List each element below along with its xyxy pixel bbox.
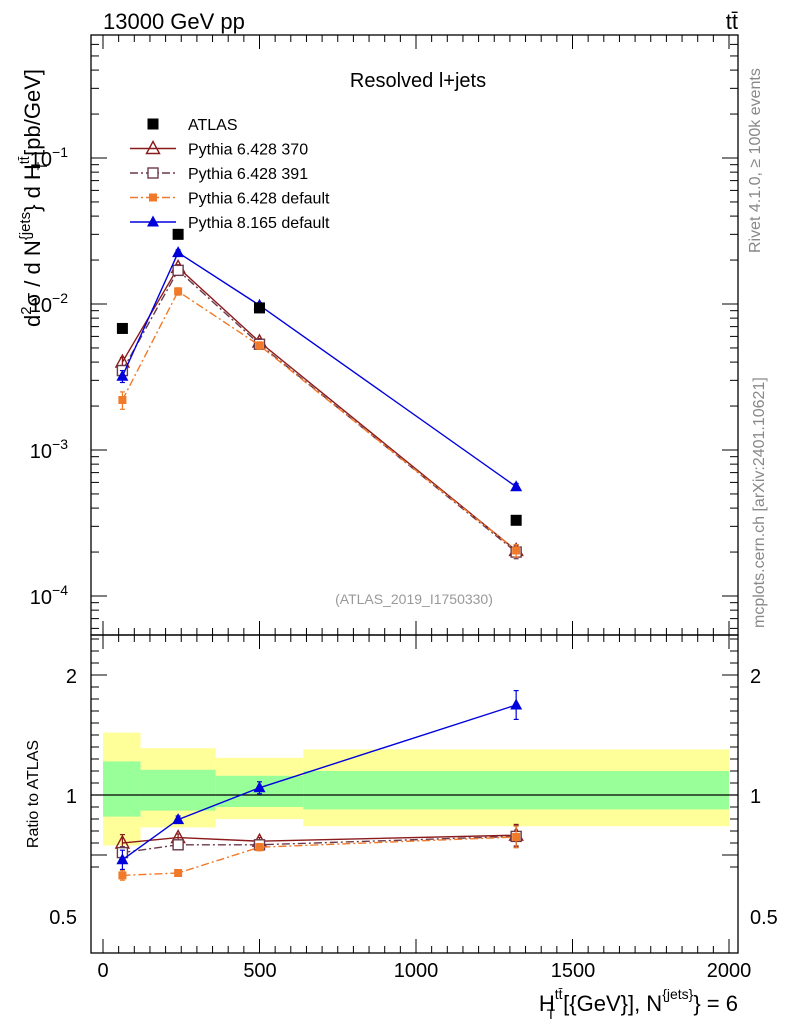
- y-tick-label-3: 10−4: [30, 582, 68, 609]
- series-line-ratio-2: [122, 836, 517, 877]
- x-tick-label-0: 0: [97, 960, 108, 982]
- legend-entry-2: Pythia 6.428 391: [130, 166, 308, 183]
- legend-marker-3: [149, 193, 157, 202]
- data-point-ratio-3-3: [510, 698, 523, 710]
- data-point-ratio-2-2: [255, 843, 264, 852]
- main-y-tick-labels: 10−1 10−2 10−3 10−4: [30, 144, 68, 609]
- data-point-main-0-0: [116, 322, 128, 334]
- legend-entry-4: Pythia 8.165 default: [130, 215, 330, 232]
- legend-label-4: Pythia 8.165 default: [188, 215, 330, 232]
- rivet-label: Rivet 4.1.0, ≥ 100k events: [747, 68, 764, 253]
- chart-title: Resolved l+jets: [350, 70, 486, 92]
- ratio-y-axis-label: Ratio to ATLAS: [25, 740, 42, 848]
- main-panel: 10−1 10−2 10−3 10−4 Resolved l+jets (ATL…: [16, 34, 739, 636]
- legend-label-3: Pythia 6.428 default: [188, 191, 330, 208]
- data-point-main-0-3: [510, 514, 522, 526]
- uncertainty-band-inner-3: [303, 771, 729, 810]
- legend-marker-0: [147, 118, 159, 130]
- data-point-ratio-3-2: [253, 781, 266, 793]
- series-line-main-1: [121, 266, 517, 552]
- series-line-main-3: [121, 290, 517, 552]
- data-point-main-4-3: [510, 480, 523, 492]
- data-point-ratio-2-1: [174, 869, 183, 877]
- data-point-main-3-1: [174, 287, 183, 296]
- legend-entry-1: Pythia 6.428 370: [130, 140, 308, 159]
- ratio-y-tick-label-2: 0.5: [49, 907, 77, 929]
- uncertainty-band-inner-0: [103, 761, 141, 817]
- energy-label: 13000 GeV pp: [103, 9, 245, 34]
- legend-marker-1: [145, 140, 161, 155]
- ratio-y-tick-label-1: 1: [66, 786, 77, 808]
- x-tick-label-2000: 2000: [707, 960, 752, 982]
- legend-label-1: Pythia 6.428 370: [188, 142, 308, 159]
- data-point-main-3-0: [118, 396, 127, 405]
- ratio-panel: 2 1 0.5 2 1 0.5 Ratio to ATLAS 0 500 100…: [25, 634, 778, 1022]
- data-point-main-0-1: [172, 228, 184, 240]
- legend-marker-2: [147, 167, 159, 179]
- data-point-main-2-1: [172, 264, 184, 277]
- x-tick-label-1000: 1000: [394, 960, 439, 982]
- main-y-axis-label: d2σ / d N{jets} d Htt̄T[pb/GeV]: [16, 69, 50, 327]
- legend-label-0: ATLAS: [188, 117, 238, 134]
- mcplots-label: mcplots.cern.ch [arXiv:2401.10621]: [751, 377, 768, 628]
- ratio-y-tick-label-right-1: 1: [750, 786, 761, 808]
- data-point-ratio-3-0: [116, 853, 129, 865]
- legend: ATLAS Pythia 6.428 370 Pythia 6.428 391 Pyt…: [130, 117, 330, 232]
- data-point-main-3-3: [512, 546, 521, 555]
- main-plot-content: [114, 228, 524, 560]
- main-axis-ticks: [91, 35, 738, 635]
- series-line-main-2: [121, 269, 517, 553]
- ratio-axis-ticks: [91, 635, 738, 953]
- ratio-plot-frame: [90, 634, 739, 954]
- y-tick-label-2: 10−3: [30, 436, 68, 463]
- series-line-ratio-3: [121, 704, 517, 861]
- x-tick-label-500: 500: [243, 960, 276, 982]
- series-line-main-4: [121, 251, 517, 488]
- x-tick-labels: 0 500 1000 1500 2000: [97, 960, 751, 982]
- y-tick-label-1: 10−2: [30, 290, 68, 317]
- data-point-ratio-2-3: [512, 833, 521, 841]
- x-axis-label: Htt̄ T [{GeV}], N{jets}} = 6: [539, 986, 738, 1022]
- analysis-watermark: (ATLAS_2019_I1750330): [335, 591, 493, 607]
- ratio-y-tick-label-0: 2: [66, 666, 77, 688]
- data-point-main-0-2: [254, 302, 265, 314]
- legend-entry-0: ATLAS: [147, 117, 238, 134]
- ratio-plot-content: [91, 689, 738, 881]
- data-point-main-3-2: [255, 341, 264, 350]
- ratio-y-tick-label-right-2: 0.5: [750, 907, 778, 929]
- ratio-y-tick-label-right-0: 2: [750, 666, 761, 688]
- data-point-main-4-1: [172, 246, 185, 258]
- uncertainty-band-inner-1: [140, 769, 216, 811]
- legend-label-2: Pythia 6.428 391: [188, 166, 308, 183]
- data-point-ratio-1-1: [172, 839, 184, 851]
- y-tick-label-0: 10−1: [30, 144, 68, 171]
- data-point-ratio-3-1: [172, 813, 185, 825]
- process-label: tt̄: [726, 9, 738, 34]
- x-tick-label-1500: 1500: [551, 960, 596, 982]
- data-point-main-4-0: [116, 369, 129, 381]
- legend-marker-4: [147, 215, 159, 227]
- series-line-ratio-1: [122, 835, 517, 854]
- legend-entry-3: Pythia 6.428 default: [130, 191, 330, 208]
- data-point-ratio-2-0: [118, 871, 127, 880]
